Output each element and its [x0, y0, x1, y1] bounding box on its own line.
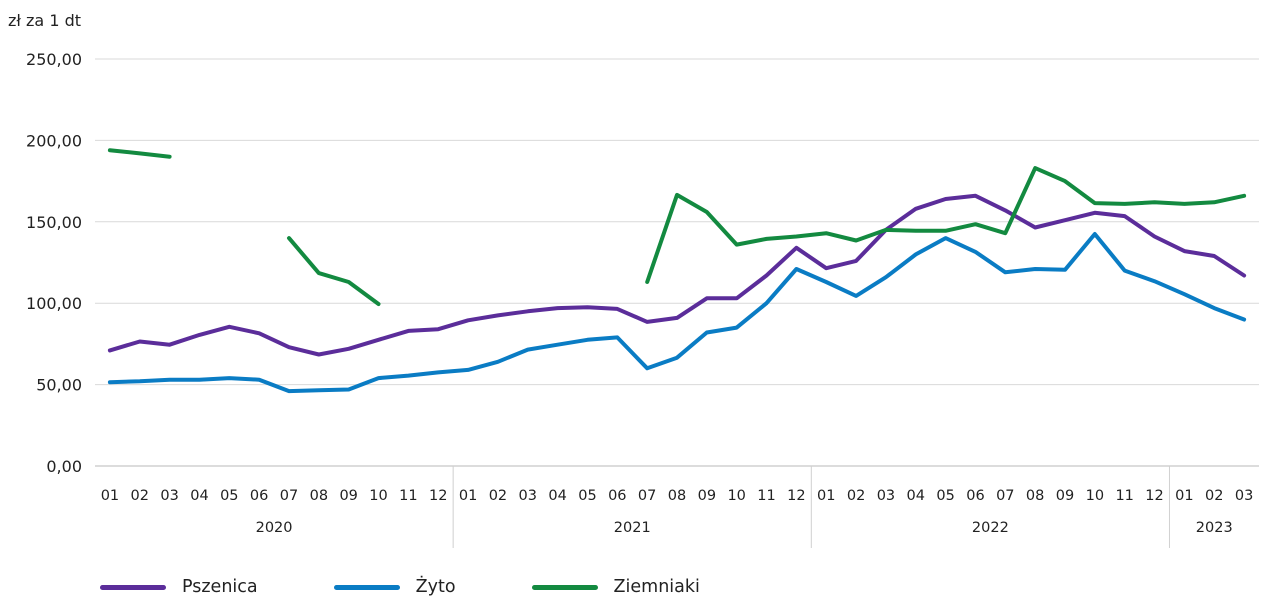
- x-tick-label: 11: [399, 488, 417, 504]
- x-tick-label: 08: [668, 488, 686, 504]
- x-tick-label: 04: [548, 488, 566, 504]
- legend: Pszenica Żyto Ziemniaki: [100, 577, 776, 597]
- y-axis-ticks: 0,00 50,00 100,00 150,00 200,00 250,00: [26, 50, 82, 476]
- y-tick-label: 250,00: [26, 50, 82, 69]
- legend-item-ziemniaki: Ziemniaki: [531, 577, 700, 597]
- x-tick-label: 01: [101, 488, 119, 504]
- x-tick-label: 04: [907, 488, 925, 504]
- x-tick-label: 08: [310, 488, 328, 504]
- x-tick-label: 07: [996, 488, 1014, 504]
- series-line-ziemniaki: [645, 166, 1247, 284]
- x-tick-label: 11: [1115, 488, 1133, 504]
- legend-swatch-pszenica: [100, 584, 166, 590]
- x-tick-label: 01: [459, 488, 477, 504]
- x-tick-label: 10: [369, 488, 387, 504]
- x-tick-label: 08: [1026, 488, 1044, 504]
- x-tick-label: 02: [1205, 488, 1223, 504]
- y-tick-label: 50,00: [36, 376, 82, 395]
- y-axis-unit-label: zł za 1 dt: [8, 11, 81, 30]
- y-tick-label: 100,00: [26, 294, 82, 313]
- x-tick-label: 09: [339, 488, 357, 504]
- x-tick-label: 10: [727, 488, 745, 504]
- x-tick-label: 06: [966, 488, 984, 504]
- x-tick-label: 03: [1235, 488, 1253, 504]
- legend-swatch-ziemniaki: [531, 584, 598, 590]
- y-tick-label: 0,00: [46, 457, 82, 476]
- x-tick-label: 11: [757, 488, 775, 504]
- x-tick-label: 04: [190, 488, 208, 504]
- gridlines: [95, 58, 1259, 467]
- x-tick-label: 12: [429, 488, 447, 504]
- x-year-label: 2023: [1196, 520, 1233, 536]
- series-lines: [107, 148, 1247, 394]
- series-line-ziemniaki: [287, 236, 381, 306]
- legend-label-ziemniaki: Ziemniaki: [613, 577, 700, 597]
- y-tick-label: 200,00: [26, 131, 82, 150]
- x-tick-label: 07: [280, 488, 298, 504]
- x-tick-label: 06: [250, 488, 268, 504]
- x-tick-label: 05: [220, 488, 238, 504]
- x-year-label: 2020: [256, 520, 293, 536]
- x-tick-label: 01: [817, 488, 835, 504]
- x-tick-label: 02: [489, 488, 507, 504]
- x-tick-label: 09: [698, 488, 716, 504]
- series-line-zyto: [107, 232, 1247, 394]
- legend-label-zyto: Żyto: [415, 577, 456, 597]
- x-tick-label: 09: [1056, 488, 1074, 504]
- x-year-label: 2021: [614, 520, 651, 536]
- legend-item-pszenica: Pszenica: [100, 577, 258, 597]
- series-line-ziemniaki: [107, 148, 172, 159]
- x-tick-label: 03: [877, 488, 895, 504]
- legend-item-zyto: Żyto: [333, 577, 456, 597]
- legend-swatch-zyto: [333, 584, 400, 590]
- x-tick-label: 10: [1086, 488, 1104, 504]
- x-axis: 01 02 03 04 05 06 07 08 09 10 11 12 01 02 03 04 05 06 07 08…: [101, 466, 1253, 548]
- x-tick-label: 03: [519, 488, 537, 504]
- series-line-pszenica: [107, 193, 1247, 357]
- x-tick-label: 12: [1145, 488, 1163, 504]
- legend-label-pszenica: Pszenica: [182, 577, 258, 597]
- x-tick-label: 06: [608, 488, 626, 504]
- x-tick-label: 02: [131, 488, 149, 504]
- y-tick-label: 150,00: [26, 213, 82, 232]
- x-tick-label: 02: [847, 488, 865, 504]
- x-tick-label: 07: [638, 488, 656, 504]
- x-tick-label: 05: [936, 488, 954, 504]
- x-tick-label: 05: [578, 488, 596, 504]
- x-tick-label: 12: [787, 488, 805, 504]
- x-tick-label: 03: [160, 488, 178, 504]
- x-year-label: 2022: [972, 520, 1009, 536]
- x-tick-label: 01: [1175, 488, 1193, 504]
